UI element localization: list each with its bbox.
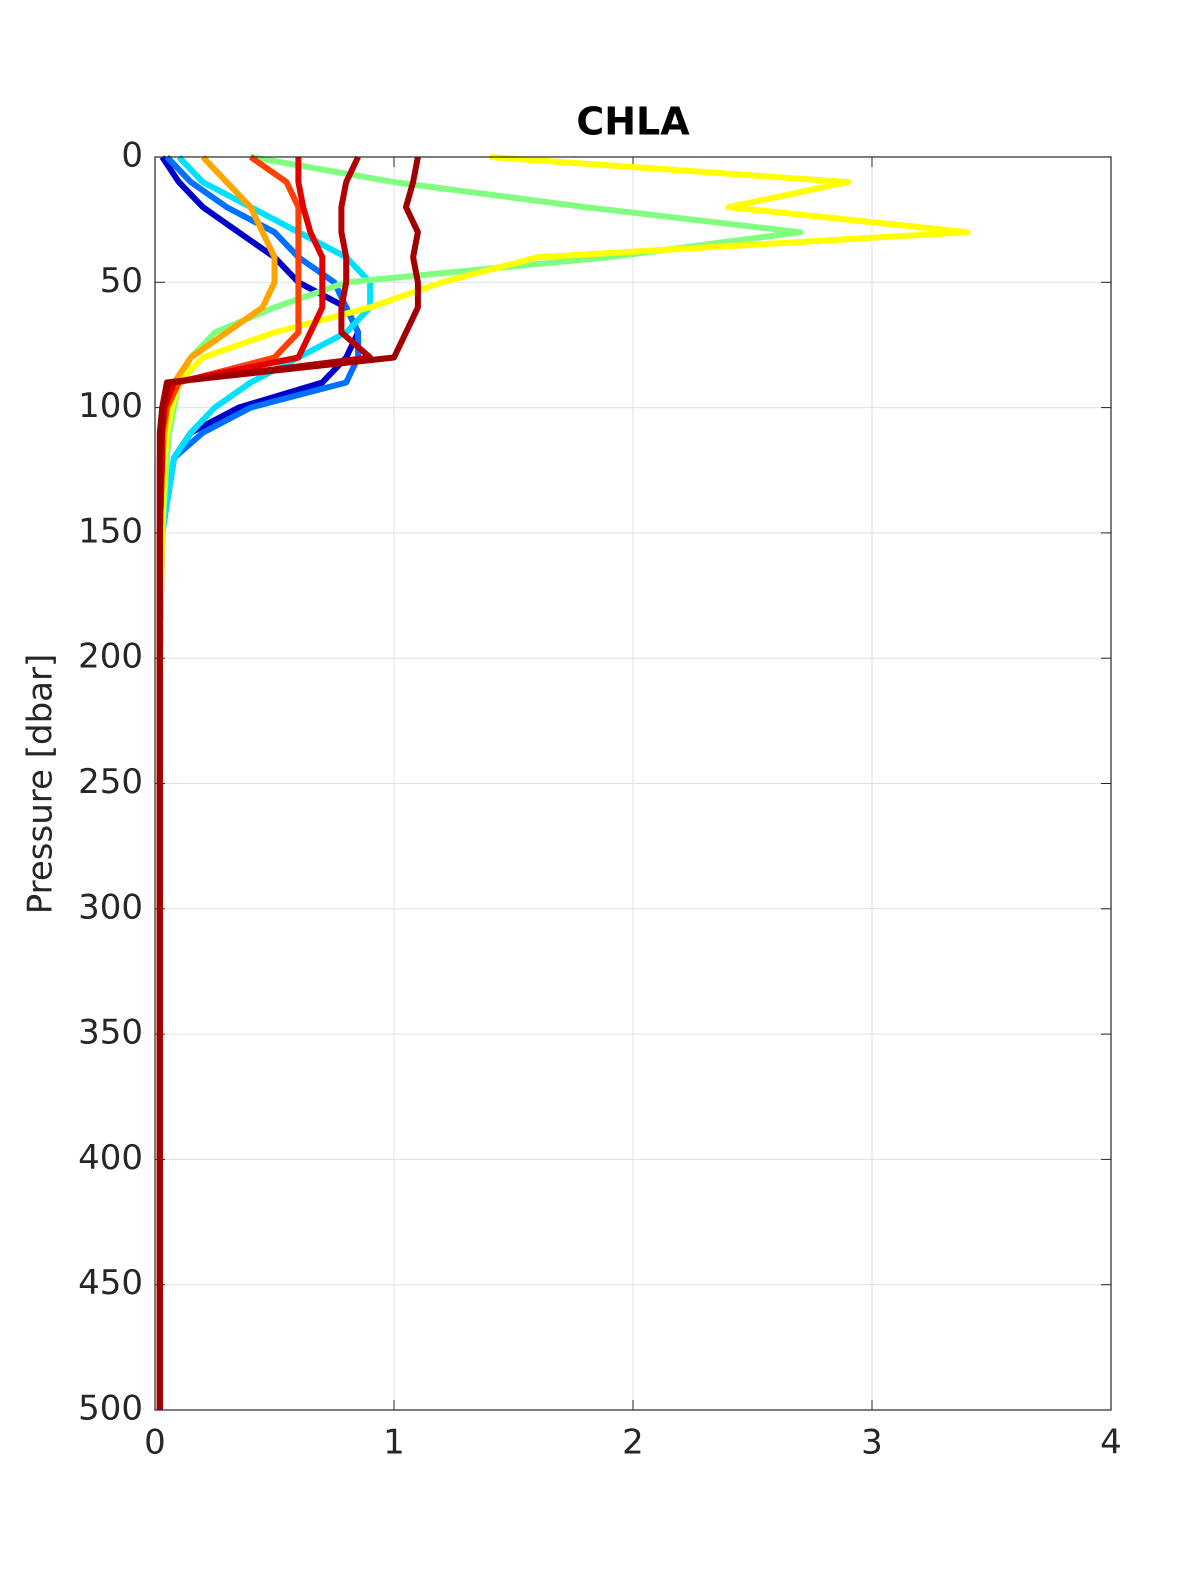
y-tick-label: 450 <box>78 1263 143 1303</box>
plot-frame <box>154 156 1112 1411</box>
y-tick-label: 0 <box>121 136 143 176</box>
y-tick-label: 100 <box>78 386 143 426</box>
y-tick-label: 250 <box>78 762 143 802</box>
y-tick-label: 150 <box>78 511 143 551</box>
y-tick-label: 200 <box>78 637 143 677</box>
y-tick-label: 400 <box>78 1138 143 1178</box>
x-tick-label: 2 <box>622 1423 644 1463</box>
profile-line <box>156 156 421 1410</box>
y-axis-label: Pressure [dbar] <box>21 654 61 915</box>
y-tick-label: 500 <box>78 1389 143 1429</box>
y-tick-label: 50 <box>100 261 143 301</box>
x-tick-label: 3 <box>861 1423 883 1463</box>
x-tick-label: 1 <box>383 1423 405 1463</box>
chart-title: CHLA <box>576 100 690 144</box>
x-tick-label: 4 <box>1100 1423 1122 1463</box>
x-tick-label: 0 <box>144 1423 166 1463</box>
y-tick-label: 300 <box>78 887 143 927</box>
y-tick-label: 350 <box>78 1013 143 1053</box>
